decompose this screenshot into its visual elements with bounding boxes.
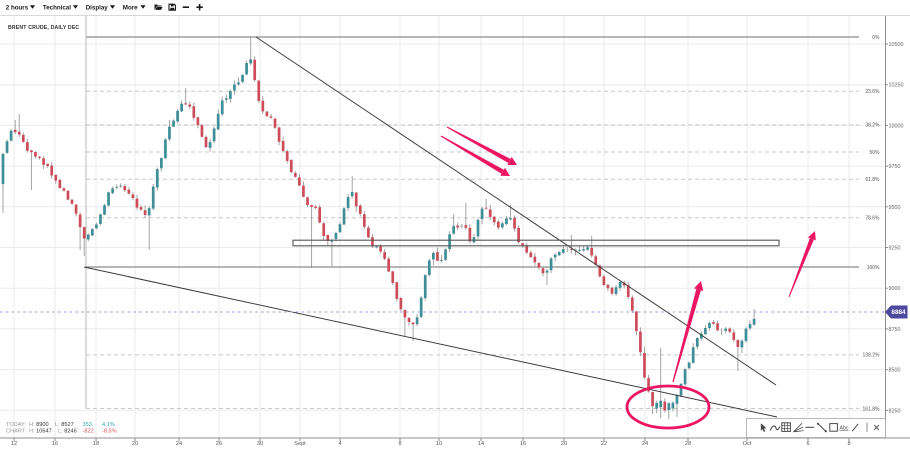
svg-text:24: 24 (176, 441, 182, 447)
svg-text:Technical: Technical (43, 4, 71, 11)
svg-text:16: 16 (52, 441, 58, 447)
svg-text:30: 30 (257, 441, 263, 447)
svg-text:L: 8246: L: 8246 (58, 429, 77, 435)
svg-text:26: 26 (216, 441, 222, 447)
svg-text:161.8%: 161.8% (863, 406, 881, 412)
svg-text:22: 22 (601, 441, 607, 447)
svg-text:8884: 8884 (891, 309, 906, 316)
svg-text:8750: 8750 (889, 327, 901, 333)
svg-text:61.8%: 61.8% (865, 177, 880, 183)
svg-text:TODAY:: TODAY: (6, 422, 26, 428)
svg-text:H: 8900: H: 8900 (29, 422, 49, 428)
svg-text:8500: 8500 (889, 368, 901, 374)
svg-text:Oct: Oct (743, 441, 752, 447)
svg-text:14: 14 (478, 441, 484, 447)
svg-text:2 hours: 2 hours (6, 4, 29, 11)
svg-text:23.6%: 23.6% (865, 89, 880, 95)
svg-text:50%: 50% (869, 150, 880, 156)
svg-text:Display: Display (86, 4, 109, 11)
svg-text:10: 10 (436, 441, 442, 447)
svg-text:Sept: Sept (294, 441, 306, 447)
svg-text:10500: 10500 (889, 42, 904, 48)
svg-text:9000: 9000 (889, 286, 901, 292)
svg-text:10000: 10000 (889, 123, 904, 129)
svg-text:20: 20 (561, 441, 567, 447)
svg-text:4: 4 (338, 441, 341, 447)
svg-text:9250: 9250 (889, 246, 901, 252)
svg-text:78.6%: 78.6% (865, 216, 880, 222)
svg-text:L: 8527: L: 8527 (55, 422, 74, 428)
svg-text:BRENT CRUDE, DAILY DEC: BRENT CRUDE, DAILY DEC (8, 25, 79, 31)
svg-text:Abc: Abc (840, 425, 849, 431)
svg-text:10250: 10250 (889, 83, 904, 89)
svg-text:4.1%: 4.1% (102, 422, 115, 428)
svg-text:16: 16 (520, 441, 526, 447)
svg-text:38.2%: 38.2% (865, 123, 880, 129)
svg-text:138.2%: 138.2% (863, 353, 881, 359)
svg-text:0%: 0% (872, 35, 880, 41)
svg-text:28: 28 (685, 441, 691, 447)
svg-text:8: 8 (847, 441, 850, 447)
svg-text:CHART:: CHART: (6, 429, 27, 435)
svg-text:12: 12 (11, 441, 17, 447)
svg-text:9500: 9500 (889, 205, 901, 211)
svg-text:20: 20 (132, 441, 138, 447)
svg-text:8: 8 (398, 441, 401, 447)
svg-text:6: 6 (806, 441, 809, 447)
svg-text:9750: 9750 (889, 164, 901, 170)
svg-text:100%: 100% (867, 265, 880, 271)
svg-text:More: More (123, 4, 138, 11)
svg-text:24: 24 (642, 441, 648, 447)
svg-text:-822: -822 (83, 429, 94, 435)
svg-text:H: 10647: H: 10647 (29, 429, 52, 435)
svg-text:8250: 8250 (889, 408, 901, 414)
svg-text:353: 353 (83, 422, 92, 428)
svg-text:18: 18 (93, 441, 99, 447)
svg-text:-8.5%: -8.5% (102, 429, 117, 435)
